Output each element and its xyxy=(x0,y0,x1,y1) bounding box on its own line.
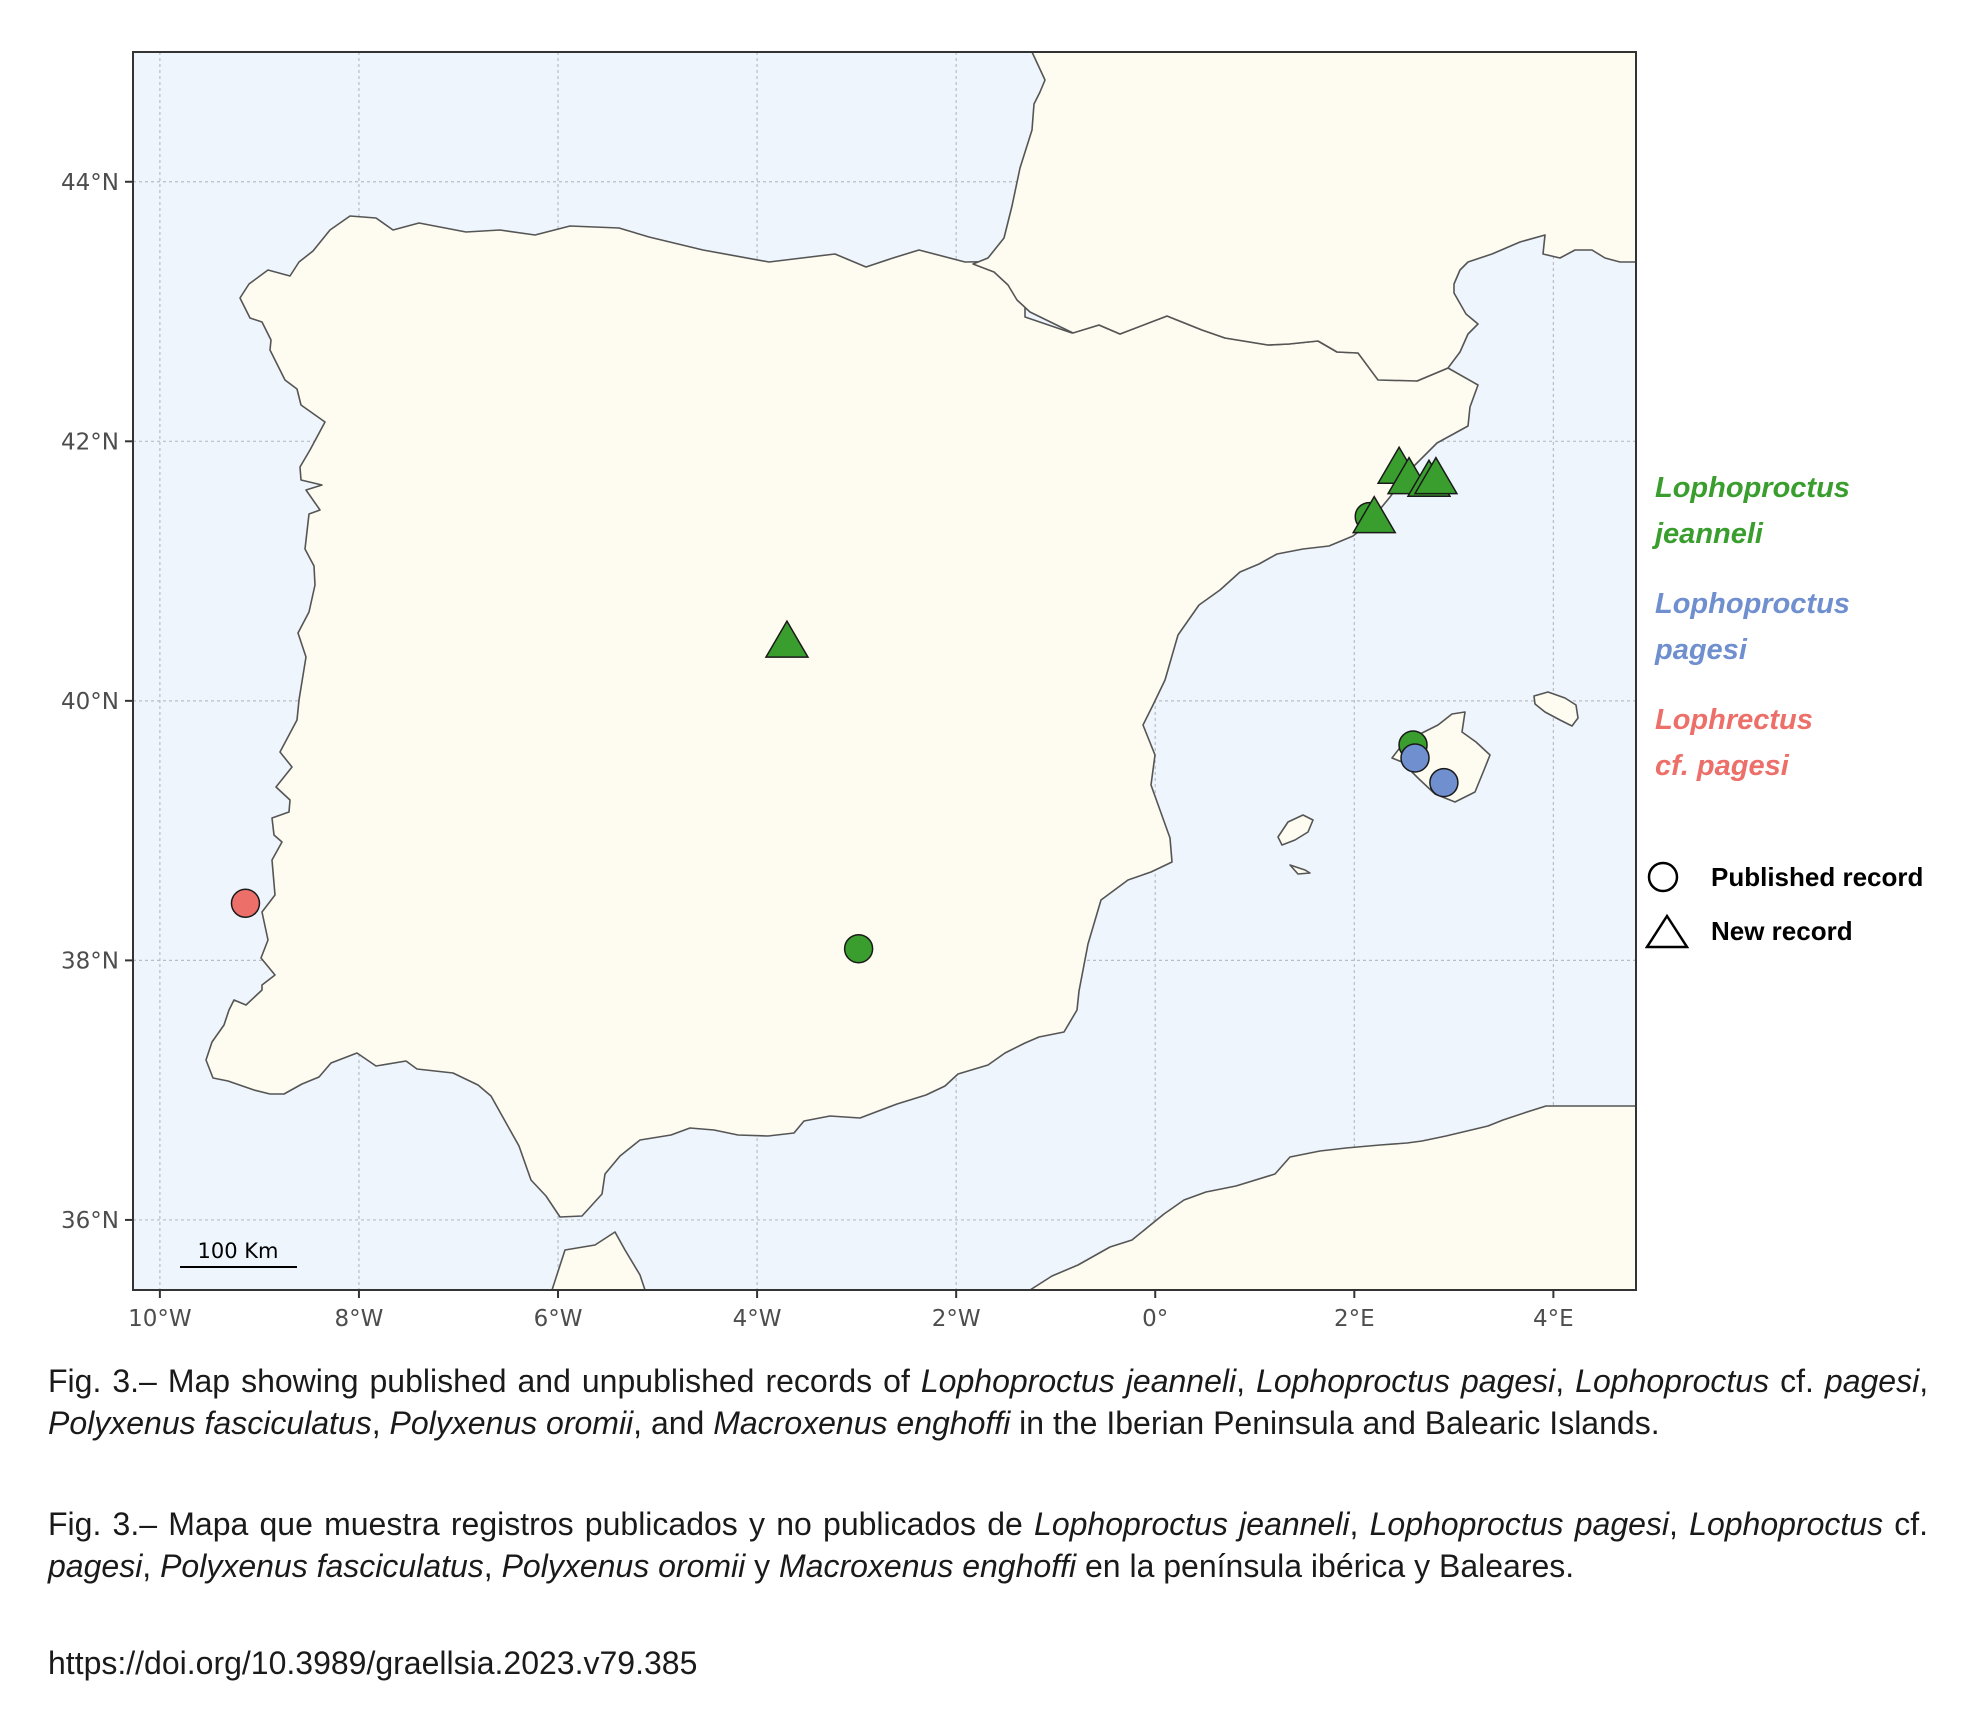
record-marker-new-jeanneli xyxy=(764,619,810,658)
record-marker-new-jeanneli xyxy=(1351,495,1397,534)
legend-pagesi-genus: Lophoproctus xyxy=(1655,588,1850,620)
legend-cf-pagesi-epithet: cf. pagesi xyxy=(1655,750,1789,782)
y-tick-label: 42°N xyxy=(61,429,119,455)
y-tick-label: 44°N xyxy=(61,170,119,196)
legend-published-label: Published record xyxy=(1711,861,1924,892)
land-masses xyxy=(205,52,1636,1290)
y-tick-label: 38°N xyxy=(61,948,119,974)
mallorca xyxy=(1391,711,1491,803)
legend-cf-pagesi-genus: Lophrectus xyxy=(1655,704,1813,736)
record-type-legend: Published record New record xyxy=(1645,850,1955,958)
ibiza xyxy=(1277,814,1314,846)
axes: 10°W 8°W 6°W 4°W 2°W 0° 2°E 4°E 36°N 38°N 40°N 42°N… xyxy=(61,170,1574,1332)
x-tick-label: 2°W xyxy=(932,1306,981,1332)
x-tick-label: 8°W xyxy=(335,1306,384,1332)
record-marker-published-pagesi xyxy=(1429,767,1459,798)
triangle-icon xyxy=(1645,913,1690,949)
x-tick-label: 10°W xyxy=(128,1306,192,1332)
legend-jeanneli-epithet: jeanneli xyxy=(1655,518,1763,550)
records-layer xyxy=(230,445,1459,964)
record-marker-new-jeanneli xyxy=(1413,456,1459,495)
legend-published: Published record xyxy=(1645,850,1955,904)
x-tick-label: 0° xyxy=(1142,1306,1168,1332)
x-tick-label: 4°E xyxy=(1533,1306,1574,1332)
y-tick-label: 40°N xyxy=(61,689,119,715)
x-tick-label: 4°W xyxy=(733,1306,782,1332)
figure-caption-spanish: Fig. 3.– Mapa que muestra registros publ… xyxy=(48,1506,1929,1584)
legend-new-label: New record xyxy=(1711,915,1853,946)
legend-jeanneli-genus: Lophoproctus xyxy=(1655,472,1850,504)
record-marker-published-cf_pagesi xyxy=(230,888,261,919)
doi-link[interactable]: https://doi.org/10.3989/graellsia.2023.v… xyxy=(48,1645,698,1681)
north-africa xyxy=(1029,1105,1636,1290)
legend-pagesi-epithet: pagesi xyxy=(1655,634,1747,666)
scale-bar: 100 Km xyxy=(180,1239,297,1268)
map-panel-frame xyxy=(132,51,1637,1291)
legend-jeanneli: Lophoproctus jeanneli xyxy=(1655,465,1955,557)
species-legend: Lophoproctus jeanneli Lophoproctus pages… xyxy=(1655,465,1955,813)
france xyxy=(972,52,1636,382)
x-tick-label: 6°W xyxy=(534,1306,583,1332)
y-tick-label: 36°N xyxy=(61,1208,119,1234)
figure-caption-english: Fig. 3.– Map showing published and unpub… xyxy=(48,1363,1929,1441)
scale-bar-label: 100 Km xyxy=(198,1239,279,1263)
formentera xyxy=(1289,864,1311,875)
record-marker-published-pagesi xyxy=(1400,743,1430,773)
record-marker-published-jeanneli xyxy=(843,933,874,964)
morocco-tip xyxy=(551,1231,646,1290)
legend-pagesi: Lophoproctus pagesi xyxy=(1655,581,1955,673)
legend-cf-pagesi: Lophrectus cf. pagesi xyxy=(1655,697,1955,789)
legend-new: New record xyxy=(1645,904,1955,958)
x-tick-label: 2°E xyxy=(1334,1306,1375,1332)
circle-icon xyxy=(1647,861,1679,893)
menorca xyxy=(1533,691,1579,727)
